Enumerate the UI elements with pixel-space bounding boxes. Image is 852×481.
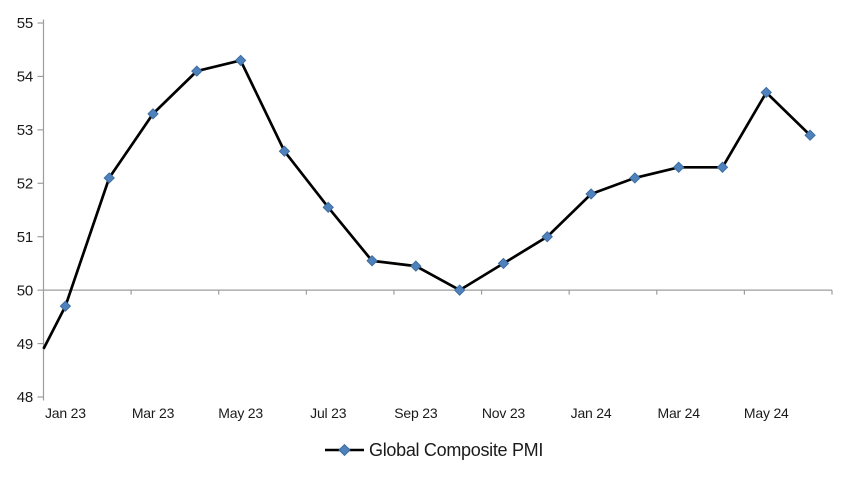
x-axis-label: Mar 23 xyxy=(132,405,175,421)
data-point-marker xyxy=(672,161,685,173)
pmi-line xyxy=(42,58,812,350)
data-point-marker xyxy=(322,201,334,214)
data-point-marker xyxy=(760,86,772,99)
y-axis-label: 53 xyxy=(17,122,33,139)
plot-area: 48 49 50 51 52 53 54 55 Jan 23 Mar 23 May 23 Jul 23… xyxy=(17,15,833,421)
x-axis-label: Nov 23 xyxy=(482,405,526,421)
data-point-marker xyxy=(147,108,159,120)
data-point-marker xyxy=(366,255,378,267)
data-point-marker xyxy=(191,65,203,77)
legend: Global Composite PMI xyxy=(325,440,543,460)
y-axis-label: 52 xyxy=(17,175,33,192)
data-point-marker xyxy=(103,172,115,184)
data-point-marker xyxy=(629,172,641,184)
y-axis-label: 51 xyxy=(17,229,33,246)
data-point-marker xyxy=(585,188,597,200)
data-point-marker xyxy=(59,300,72,312)
x-axis-label: Jul 23 xyxy=(310,405,347,421)
legend-label: Global Composite PMI xyxy=(369,440,543,460)
x-axis-label: Jan 23 xyxy=(45,405,86,421)
data-point-marker xyxy=(804,129,816,141)
y-axis-label: 50 xyxy=(17,282,33,299)
data-point-marker xyxy=(410,260,422,272)
legend-diamond-marker-icon xyxy=(338,443,351,457)
data-point-marker xyxy=(541,231,553,243)
data-point-marker xyxy=(278,145,291,157)
x-axis-label: Sep 23 xyxy=(394,405,438,421)
x-axis-label: May 23 xyxy=(218,405,263,421)
y-axis-label: 55 xyxy=(17,15,33,32)
data-point-marker xyxy=(234,54,247,67)
data-point-marker xyxy=(716,161,729,173)
y-axis-label: 54 xyxy=(17,69,33,86)
x-axis-label: May 24 xyxy=(744,405,789,421)
y-axis-label: 48 xyxy=(17,389,33,406)
data-point-marker xyxy=(497,257,510,270)
x-axis-label: Jan 24 xyxy=(571,405,612,421)
x-axis-label: Mar 24 xyxy=(657,405,700,421)
y-axis-label: 49 xyxy=(17,336,33,353)
data-point-marker xyxy=(453,284,466,296)
